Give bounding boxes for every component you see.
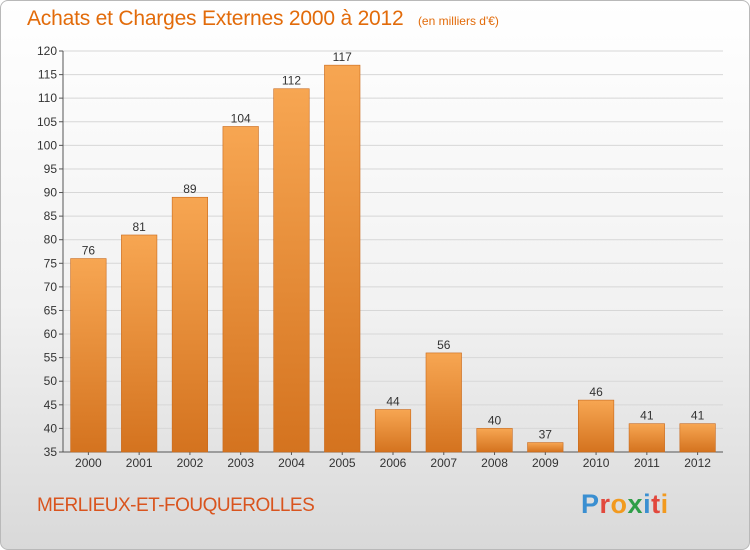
title-row: Achats et Charges Externes 2000 à 2012 (… [27, 7, 499, 31]
logo-letter: r [599, 489, 611, 519]
bar-value-label: 37 [539, 428, 553, 442]
y-tick-label: 35 [44, 445, 58, 459]
bar [70, 258, 107, 453]
bar-value-label: 41 [640, 409, 654, 423]
x-tick-label: 2001 [126, 456, 153, 470]
y-tick-label: 65 [44, 303, 58, 317]
bar [121, 234, 158, 453]
logo-letter: i [643, 489, 652, 519]
y-tick-label: 55 [44, 351, 58, 365]
x-tick-label: 2008 [481, 456, 508, 470]
y-tick-label: 105 [37, 115, 57, 129]
bar [425, 352, 462, 453]
bar-value-label: 104 [231, 111, 251, 125]
bar-value-label: 44 [386, 395, 400, 409]
proxiti-logo[interactable]: Proxiti [581, 489, 669, 520]
y-tick-label: 45 [44, 398, 58, 412]
y-tick-label: 85 [44, 209, 58, 223]
y-tick-label: 70 [44, 280, 58, 294]
label-layer: 76 2000 81 2001 89 2002 104 2003 112 2004 117 2005 4… [75, 50, 711, 470]
bar-value-label: 40 [488, 413, 502, 427]
chart-title: Achats et Charges Externes 2000 à 2012 [27, 7, 404, 30]
x-tick-label: 2005 [329, 456, 356, 470]
x-tick-label: 2007 [430, 456, 457, 470]
y-tick-label: 120 [37, 44, 57, 58]
bar [679, 423, 716, 453]
y-tick-label: 50 [44, 374, 58, 388]
y-tick-label: 75 [44, 256, 58, 270]
bar-value-label: 89 [183, 182, 197, 196]
y-tick-label: 90 [44, 186, 58, 200]
logo-letter: P [581, 489, 600, 519]
y-tick-label: 60 [44, 327, 58, 341]
logo-letter: i [660, 489, 669, 519]
grid-layer [63, 50, 723, 429]
y-tick-label: 95 [44, 162, 58, 176]
y-tick-label: 115 [38, 68, 57, 82]
x-tick-label: 2009 [532, 456, 559, 470]
bar-value-label: 56 [437, 338, 451, 352]
x-tick-label: 2004 [278, 456, 305, 470]
unit-label: (en milliers d'€) [417, 14, 499, 28]
x-tick-label: 2012 [684, 456, 711, 470]
bar [628, 423, 665, 453]
bar-value-label: 81 [132, 220, 146, 234]
commune-name: MERLIEUX-ET-FOUQUEROLLES [37, 495, 315, 516]
x-tick-label: 2003 [227, 456, 254, 470]
bar [374, 409, 412, 453]
bar-value-label: 46 [589, 385, 603, 399]
x-tick-label: 2006 [380, 456, 407, 470]
logo-letter: t [651, 489, 661, 519]
bar [171, 196, 208, 453]
bar [476, 428, 513, 453]
bar [578, 399, 615, 453]
y-tick-label: 40 [44, 421, 58, 435]
bar [273, 88, 310, 453]
y-tick-label: 100 [37, 138, 57, 152]
x-tick-label: 2011 [634, 456, 660, 470]
bar [222, 126, 259, 453]
logo-letter: o [610, 489, 628, 519]
bar-value-label: 41 [691, 409, 705, 423]
bar-value-label: 117 [333, 50, 352, 64]
x-tick-label: 2002 [177, 456, 204, 470]
y-tick-label: 80 [44, 233, 58, 247]
y-tick-label: 110 [38, 91, 57, 105]
bar [527, 442, 564, 453]
bar-value-label: 76 [82, 244, 96, 258]
bar-layer [70, 64, 716, 453]
x-tick-label: 2010 [583, 456, 610, 470]
bar-value-label: 112 [282, 74, 301, 88]
logo-letter: x [627, 489, 644, 519]
bar [324, 64, 361, 453]
x-tick-label: 2000 [75, 456, 102, 470]
